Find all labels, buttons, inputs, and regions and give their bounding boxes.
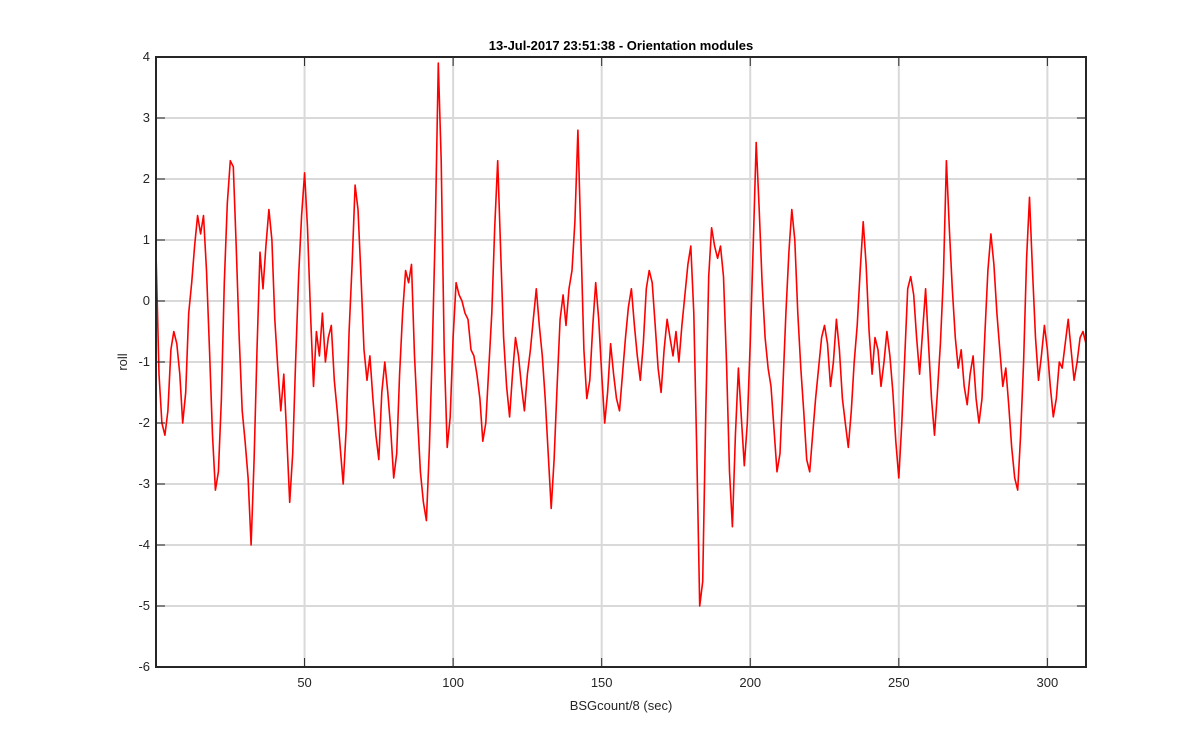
y-tick-label: -1 [138,354,150,369]
x-tick-label: 200 [739,675,761,690]
y-tick-label: 4 [143,49,150,64]
y-tick-label: 1 [143,232,150,247]
y-tick-label: 2 [143,171,150,186]
x-tick-label: 150 [591,675,613,690]
x-tick-label: 100 [442,675,464,690]
series-layer [155,62,1087,607]
roll-series-line [155,62,1087,607]
y-tick-label: -4 [138,537,150,552]
y-tick-label: -5 [138,598,150,613]
y-axis-label: roll [115,353,130,370]
x-tick-label: 50 [297,675,311,690]
chart-title: 13-Jul-2017 23:51:38 - Orientation modul… [489,38,753,53]
x-tick-label: 250 [888,675,910,690]
y-tick-labels: -6 -5 -4 -3 -2 -1 0 1 2 3 4 [138,49,150,674]
y-tick-label: -2 [138,415,150,430]
tick-marks [156,56,1086,668]
y-tick-label: 0 [143,293,150,308]
x-tick-labels: 50 100 150 200 250 300 [297,675,1058,690]
y-tick-label: -6 [138,659,150,674]
y-tick-label: -3 [138,476,150,491]
x-axis-label: BSGcount/8 (sec) [570,698,673,713]
x-tick-label: 300 [1037,675,1059,690]
y-tick-label: 3 [143,110,150,125]
